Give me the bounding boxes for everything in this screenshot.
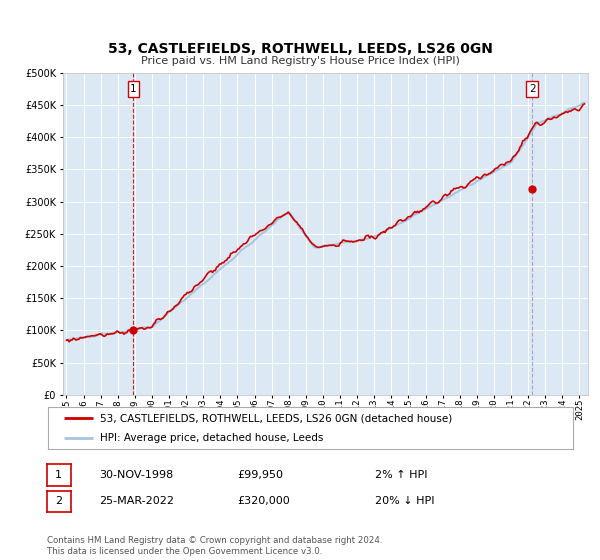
Text: £320,000: £320,000 (237, 496, 290, 506)
Text: 1: 1 (55, 470, 62, 480)
Text: 30-NOV-1998: 30-NOV-1998 (99, 470, 173, 480)
Text: Price paid vs. HM Land Registry's House Price Index (HPI): Price paid vs. HM Land Registry's House … (140, 56, 460, 66)
Text: Contains HM Land Registry data © Crown copyright and database right 2024.
This d: Contains HM Land Registry data © Crown c… (47, 536, 382, 556)
Text: 53, CASTLEFIELDS, ROTHWELL, LEEDS, LS26 0GN: 53, CASTLEFIELDS, ROTHWELL, LEEDS, LS26 … (107, 42, 493, 56)
Text: HPI: Average price, detached house, Leeds: HPI: Average price, detached house, Leed… (101, 433, 324, 443)
Text: 2: 2 (55, 496, 62, 506)
Text: £99,950: £99,950 (237, 470, 283, 480)
Text: 2% ↑ HPI: 2% ↑ HPI (375, 470, 427, 480)
Text: 1: 1 (130, 84, 137, 94)
Text: 25-MAR-2022: 25-MAR-2022 (99, 496, 174, 506)
Text: 2: 2 (529, 84, 535, 94)
Text: 20% ↓ HPI: 20% ↓ HPI (375, 496, 434, 506)
Text: 53, CASTLEFIELDS, ROTHWELL, LEEDS, LS26 0GN (detached house): 53, CASTLEFIELDS, ROTHWELL, LEEDS, LS26 … (101, 413, 453, 423)
